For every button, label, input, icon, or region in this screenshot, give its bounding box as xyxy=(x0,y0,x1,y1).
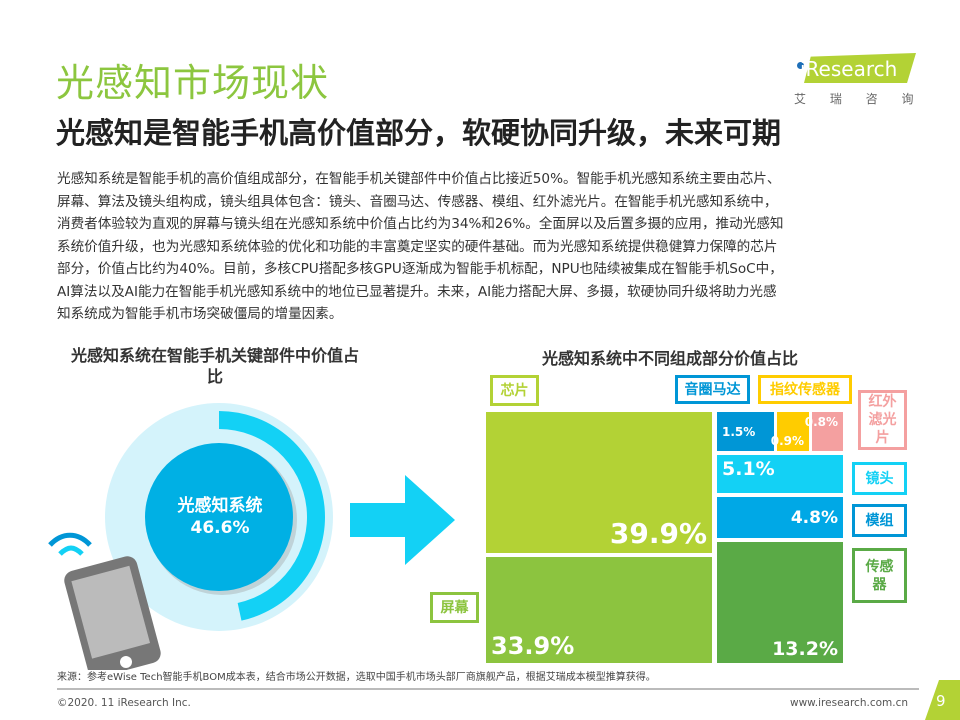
logo-text: iResearch xyxy=(800,57,898,81)
donut-inner xyxy=(145,443,293,591)
body-line: 消费者体验较为直观的屏幕与镜头组在光感知系统中价值占比约为34%和26%。全面屏… xyxy=(57,216,784,232)
body-line: 屏幕、算法及镜头组构成，镜头组具体包含：镜头、音圈马达、传感器、模组、红外滤光片… xyxy=(57,193,778,210)
donut-chart xyxy=(48,403,333,670)
treemap-block-3: 1.5% xyxy=(717,412,774,451)
treemap-callout: 镜头 xyxy=(852,462,907,495)
body-line: 光感知系统是智能手机的高价值组成部分，在智能手机关键部件中价值占比接近50%。智… xyxy=(57,171,781,187)
donut-ring-value xyxy=(219,411,326,621)
treemap-callout: 音圈马达 xyxy=(675,375,750,404)
treemap-block-6: 5.1% xyxy=(717,455,843,493)
treemap-category-label: 屏幕 xyxy=(440,599,469,616)
copyright: ©2020. 11 iResearch Inc. xyxy=(57,697,191,709)
footer-divider xyxy=(57,688,919,690)
page-subtitle: 光感知是智能手机高价值部分，软硬协同升级，未来可期 xyxy=(56,116,782,150)
treemap-value-label: 5.1% xyxy=(722,458,775,480)
treemap-category-label: 传感器 xyxy=(865,558,894,593)
treemap-category-label: 镜头 xyxy=(865,470,894,487)
treemap-value-label: 0.9% xyxy=(770,434,804,448)
treemap-category-label: 芯片 xyxy=(500,382,529,399)
page-number: 9 xyxy=(936,692,946,710)
treemap-category-label: 红外滤光片 xyxy=(868,394,897,446)
body-line: 部分，价值占比约为40%。目前，多核CPU搭配多核GPU逐渐成为智能手机标配，N… xyxy=(57,261,783,277)
donut-center-label: 光感知系统 xyxy=(177,496,263,516)
page-title: 光感知市场现状 xyxy=(56,61,330,105)
treemap-callout: 模组 xyxy=(852,504,907,537)
arrow-icon xyxy=(350,475,455,565)
treemap-callout: 屏幕 xyxy=(430,592,479,623)
treemap-value-label: 39.9% xyxy=(609,517,707,550)
treemap-callout: 红外滤光片 xyxy=(858,390,907,450)
treemap-block-7: 4.8% xyxy=(717,497,843,538)
donut-title: 光感知系统在智能手机关键部件中价值占比 xyxy=(70,346,359,386)
source-note: 来源：参考eWise Tech智能手机BOM成本表，结合市场公开数据，选取中国手… xyxy=(57,672,656,683)
phone-icon xyxy=(48,532,161,670)
logo-cn: 艾 瑞 咨 询 xyxy=(794,92,924,106)
iresearch-logo: iResearch 艾 瑞 咨 询 xyxy=(790,50,916,110)
treemap-value-label: 13.2% xyxy=(772,638,838,660)
treemap-value-label: 4.8% xyxy=(790,507,838,528)
body-line: 系统价值升级，也为光感知系统体验的优化和功能的丰富奠定坚实的硬件基础。而为光感知… xyxy=(57,238,778,255)
treemap-callout: 指纹传感器 xyxy=(758,375,852,404)
treemap-block-5: 0.8% xyxy=(805,412,843,451)
treemap-value-label: 1.5% xyxy=(722,424,756,439)
treemap-block-1: 39.9% xyxy=(486,412,712,553)
body-line: 知系统成为智能手机市场突破僵局的增量因素。 xyxy=(57,306,343,322)
body-line: AI算法以及AI能力在智能手机光感知系统中的地位已显著提升。未来，AI能力搭配大… xyxy=(57,283,777,300)
body-text: 光感知系统是智能手机的高价值组成部分，在智能手机关键部件中价值占比接近50%。智… xyxy=(57,168,917,326)
treemap-category-label: 音圈马达 xyxy=(684,381,741,398)
treemap-title: 光感知系统中不同组成部分价值占比 xyxy=(541,349,798,368)
treemap-block-4: 0.9% xyxy=(771,412,809,451)
treemap-value-label: 33.9% xyxy=(491,632,575,660)
donut-value-label: 46.6% xyxy=(190,518,250,538)
treemap-value-label: 0.8% xyxy=(804,415,838,429)
treemap-block-8: 13.2% xyxy=(717,542,843,663)
treemap-category-label: 模组 xyxy=(865,512,894,529)
treemap-callout: 芯片 xyxy=(490,375,539,406)
treemap-block-2: 33.9% xyxy=(486,557,712,663)
treemap-callout: 传感器 xyxy=(852,548,907,603)
treemap-category-label: 指纹传感器 xyxy=(770,381,840,398)
website: www.iresearch.com.cn xyxy=(790,697,909,709)
